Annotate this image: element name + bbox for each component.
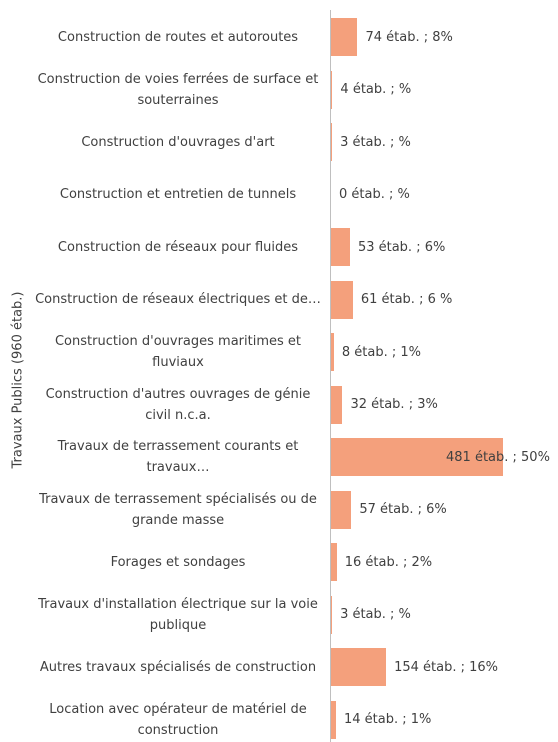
data-label: 57 étab. ; 6% (359, 502, 447, 517)
bar (331, 333, 334, 371)
data-label: 74 étab. ; 8% (365, 29, 453, 45)
category-label: Construction et entretien de tunnels (59, 187, 297, 202)
bar (331, 280, 353, 319)
data-label: 3 étab. ; % (340, 134, 411, 150)
category-label: Travaux de terrassement courants et trav… (57, 439, 299, 475)
data-label: 154 étab. ; 16% (394, 659, 498, 675)
data-label: 53 étab. ; 6% (357, 239, 446, 255)
category-label: Construction d'autres ouvrages de génie … (45, 386, 311, 423)
data-label: 4 étab. ; % (340, 82, 412, 97)
y-axis-label: Travaux Publics (960 étab.) (10, 291, 26, 469)
bar (331, 490, 352, 529)
category-label: Location avec opérateur de matériel de c… (49, 701, 307, 738)
bar (331, 595, 333, 634)
bar (331, 385, 343, 424)
bar (331, 123, 333, 161)
data-label: 16 étab. ; 2% (344, 554, 433, 570)
category-label: Construction de réseaux pour fluides (57, 239, 299, 255)
category-label: Autres travaux spécialisés de constructi… (39, 659, 317, 675)
category-label: Construction d'ouvrages d'art (81, 134, 275, 150)
category-label: Travaux d'installation électrique sur la… (38, 596, 318, 633)
bar (331, 543, 337, 581)
bar (331, 18, 358, 56)
category-label: Forages et sondages (110, 554, 246, 570)
bar (331, 438, 503, 476)
bar (331, 70, 333, 109)
data-label: 3 étab. ; % (340, 607, 411, 622)
category-label: Construction de routes et autoroutes (57, 29, 299, 45)
category-label: Construction de voies ferrées de surface… (37, 71, 319, 108)
data-label: 61 étab. ; 6 % (360, 292, 453, 307)
data-label: 0 étab. ; % (339, 187, 410, 202)
category-label: Travaux de terrassement spécialisés ou d… (39, 491, 317, 528)
category-label: Construction d'ouvrages maritimes et flu… (54, 334, 302, 370)
data-label: 8 étab. ; 1% (341, 344, 421, 360)
data-label: 32 étab. ; 3% (350, 397, 438, 412)
data-label: 481 étab. ; 50% (446, 449, 550, 465)
axis-line (330, 10, 331, 742)
data-label: 14 étab. ; 1% (344, 712, 432, 727)
bar (331, 228, 350, 266)
bar (331, 648, 387, 686)
category-label: Construction de réseaux électriques et d… (35, 292, 321, 307)
bar (331, 700, 336, 739)
